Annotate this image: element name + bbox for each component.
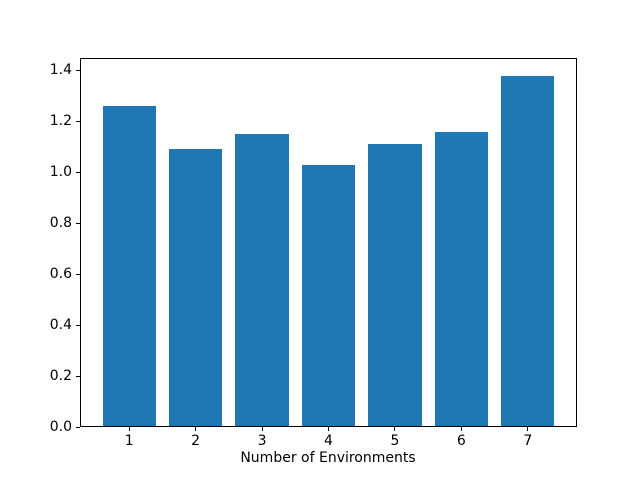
y-tick-mark (76, 222, 80, 224)
x-axis-label: Number of Environments (240, 450, 416, 466)
y-tick-mark (76, 171, 80, 173)
x-tick-label: 6 (456, 433, 466, 449)
x-tick-label: 4 (324, 433, 333, 449)
x-tick-label: 3 (257, 433, 267, 449)
x-tick-mark (527, 427, 529, 431)
bar-3 (235, 134, 289, 427)
x-tick-mark (328, 427, 329, 431)
x-tick-mark (195, 427, 197, 431)
bar-5 (368, 144, 422, 427)
y-tick-label: 0.8 (49, 215, 72, 232)
y-tick-label: 0.2 (49, 368, 72, 385)
x-tick-mark (128, 427, 130, 431)
x-tick-label: 7 (523, 433, 533, 449)
bar-6 (434, 131, 488, 427)
x-tick-label: 1 (124, 433, 134, 449)
y-tick-label: 0.4 (49, 317, 72, 334)
x-tick-label: 2 (191, 433, 201, 449)
y-tick-mark (76, 120, 80, 122)
bar-2 (169, 149, 223, 427)
x-tick-mark (261, 427, 263, 431)
y-tick-label: 1.2 (49, 113, 72, 130)
y-tick-label: 0.0 (49, 419, 72, 435)
y-tick-label: 0.6 (49, 266, 72, 283)
y-tick-label: 1.4 (49, 62, 72, 79)
x-tick-mark (460, 427, 462, 431)
y-tick-mark (76, 426, 80, 428)
y-tick-mark (76, 69, 80, 71)
bar-7 (501, 75, 555, 427)
y-tick-mark (76, 273, 80, 275)
x-tick-label: 5 (390, 433, 400, 449)
bar-4 (301, 164, 356, 427)
y-tick-mark (76, 324, 80, 326)
x-tick-mark (394, 427, 396, 431)
y-tick-label: 1.0 (49, 164, 72, 181)
y-tick-mark (76, 375, 80, 377)
bar-1 (102, 106, 156, 427)
